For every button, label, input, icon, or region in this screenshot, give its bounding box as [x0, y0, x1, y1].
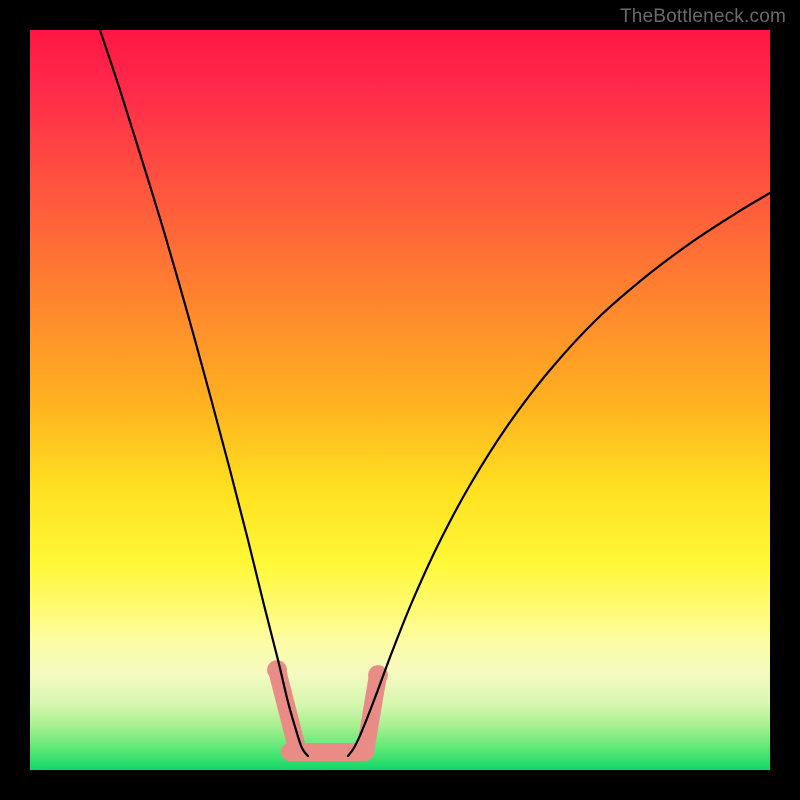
plot-area: [30, 30, 770, 770]
outer-frame: TheBottleneck.com: [0, 0, 800, 800]
watermark-text: TheBottleneck.com: [620, 6, 786, 28]
curve-layer: [30, 30, 770, 770]
curve-right: [348, 193, 770, 756]
highlight-band: [267, 660, 388, 752]
curve-left: [100, 30, 308, 756]
